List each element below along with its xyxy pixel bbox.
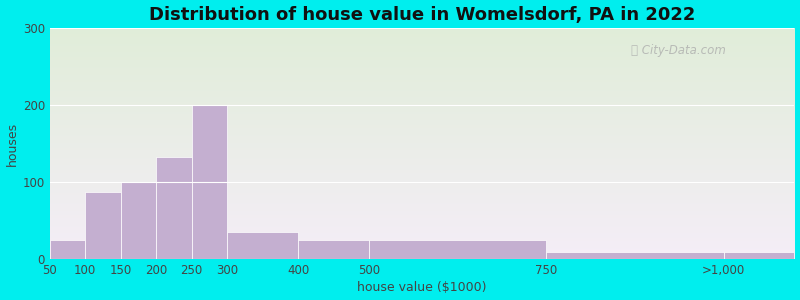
- Bar: [50, 240, 86, 260]
- Title: Distribution of house value in Womelsdorf, PA in 2022: Distribution of house value in Womelsdor…: [149, 6, 695, 24]
- Bar: [298, 240, 369, 260]
- X-axis label: house value ($1000): house value ($1000): [358, 281, 487, 294]
- Bar: [227, 232, 298, 260]
- Bar: [723, 252, 794, 260]
- Bar: [156, 157, 192, 260]
- Bar: [192, 105, 227, 260]
- Bar: [86, 191, 121, 260]
- Bar: [546, 252, 723, 260]
- Text: ⓘ City-Data.com: ⓘ City-Data.com: [630, 44, 726, 57]
- Y-axis label: houses: houses: [6, 122, 18, 166]
- Bar: [121, 182, 156, 260]
- Bar: [369, 240, 546, 260]
